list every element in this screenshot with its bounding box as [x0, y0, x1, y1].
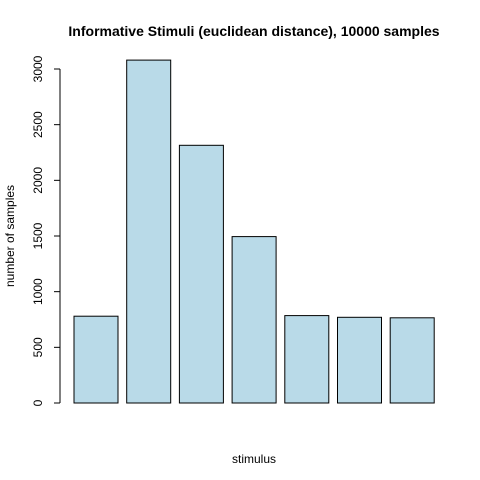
- y-tick-label: 3000: [31, 55, 45, 82]
- y-tick-label: 2000: [31, 167, 45, 194]
- y-tick-label: 2500: [31, 111, 45, 138]
- bar-7: [390, 318, 434, 403]
- chart-title: Informative Stimuli (euclidean distance)…: [68, 23, 439, 39]
- y-axis: 0 500 1000 1500 2000 2500 3000: [31, 55, 60, 406]
- y-tick-label: 1500: [31, 222, 45, 249]
- x-axis-label: stimulus: [232, 452, 276, 466]
- y-tick-label: 1000: [31, 278, 45, 305]
- bar-3: [179, 145, 223, 403]
- bar-5: [285, 316, 329, 403]
- y-axis-label: number of samples: [3, 185, 17, 287]
- bars-group: [74, 60, 434, 403]
- bar-1: [74, 316, 118, 403]
- y-tick-label: 500: [31, 337, 45, 357]
- y-tick-label: 0: [31, 399, 45, 406]
- bar-2: [127, 60, 171, 403]
- bar-4: [232, 237, 276, 403]
- bar-6: [338, 317, 382, 403]
